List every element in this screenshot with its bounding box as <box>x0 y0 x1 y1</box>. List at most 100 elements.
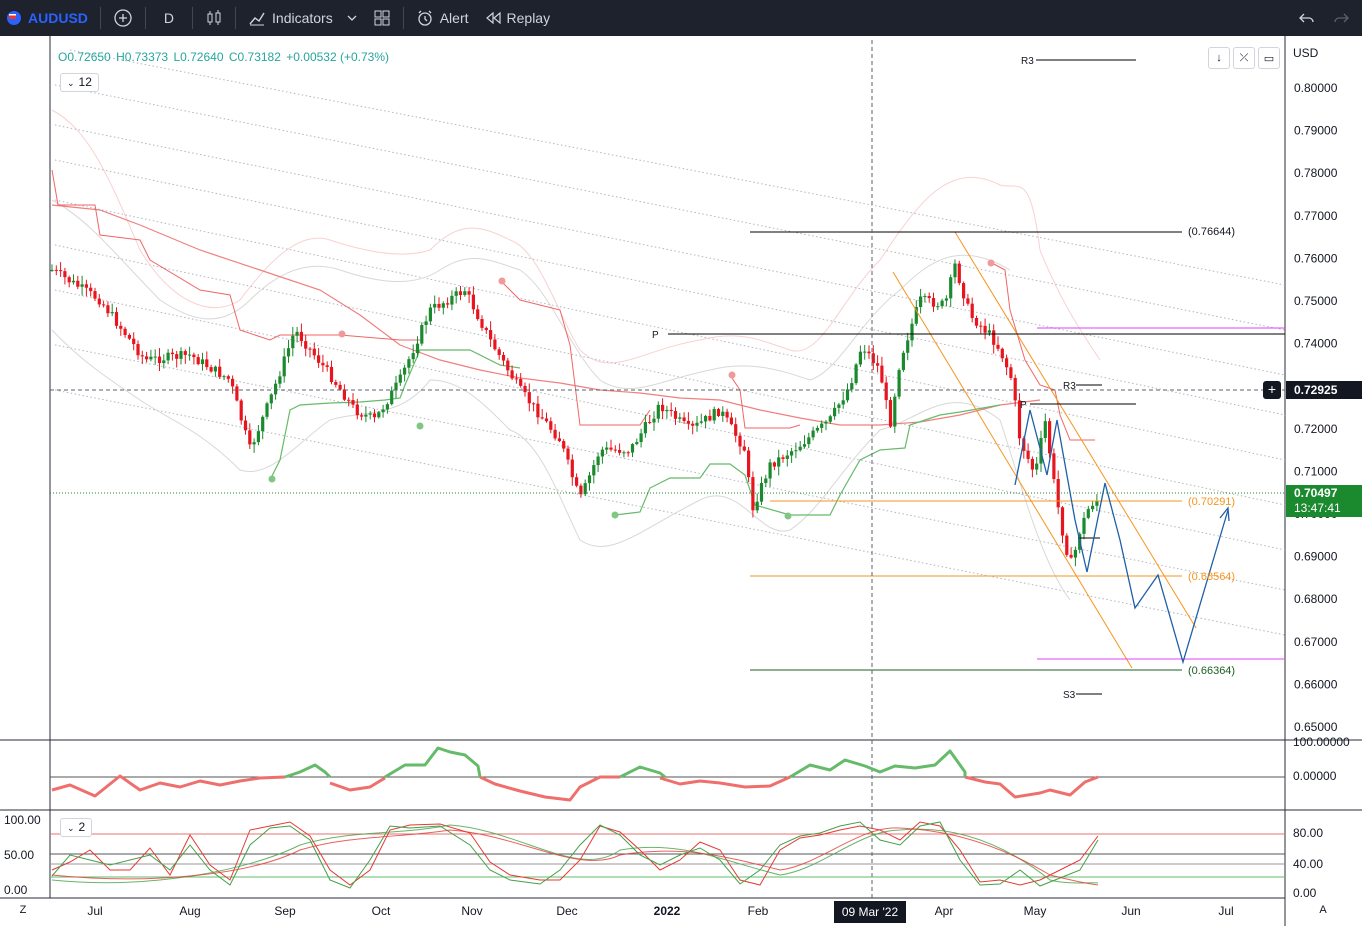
candle-body <box>162 360 166 364</box>
candle-body <box>54 269 58 271</box>
ohlc-legend: O0.72650 H0.73373 L0.72640 C0.73182 +0.0… <box>58 50 391 64</box>
projection-path <box>1014 409 1229 665</box>
candle-body <box>89 287 93 292</box>
replay-button[interactable]: Replay <box>477 0 559 36</box>
candle-body <box>592 465 596 476</box>
time-label: Jul <box>1218 904 1234 918</box>
candle-body <box>1073 549 1077 558</box>
candles-icon <box>205 9 223 27</box>
candle-body <box>833 407 837 417</box>
candle-body <box>901 352 905 371</box>
add-alert-plus-icon[interactable]: + <box>1263 381 1281 399</box>
candle-body <box>325 365 329 367</box>
candle-body <box>437 303 441 308</box>
candle-body <box>536 403 540 418</box>
price-tick: 0.67000 <box>1294 635 1338 649</box>
stoch-slow-red <box>51 827 1099 886</box>
candle-body <box>734 424 738 436</box>
candle-body <box>751 477 755 511</box>
candle-body <box>661 404 665 412</box>
candle-body <box>871 353 875 364</box>
candle-body <box>828 416 832 422</box>
collapse-icon: ⤫ <box>1239 51 1249 64</box>
candle-body <box>609 447 613 450</box>
candle-body <box>123 328 127 335</box>
chevron-down-icon: ⌄ <box>67 78 75 88</box>
indicators-button[interactable]: Indicators <box>240 0 365 36</box>
candle-body <box>59 270 63 272</box>
candle-body <box>626 452 630 454</box>
price-tick: 0.69000 <box>1294 550 1338 564</box>
compare-button[interactable] <box>105 0 141 36</box>
alert-button[interactable]: Alert <box>408 0 477 36</box>
osc-tick-zero: 0.00000 <box>1293 769 1337 783</box>
candle-body <box>777 457 781 467</box>
crosshair-date-tag: 09 Mar '22 <box>834 901 906 923</box>
candle-body <box>566 448 570 460</box>
candle-body <box>282 356 286 377</box>
candle-body <box>587 475 592 484</box>
candle-body <box>390 390 394 405</box>
chart-type-button[interactable] <box>197 0 231 36</box>
indicator-collapse-sub[interactable]: ⌄ 2 <box>60 818 93 837</box>
parabolic-dots <box>268 259 995 520</box>
candle-body <box>643 422 647 434</box>
collapse-pane-button[interactable]: ⤫ <box>1233 47 1255 69</box>
interval-button[interactable]: D <box>163 10 175 26</box>
candle-body <box>334 382 338 385</box>
move-pane-down-button[interactable]: ↓ <box>1208 47 1230 69</box>
candle-body <box>239 400 243 421</box>
candle-body <box>218 366 222 377</box>
candle-body <box>411 353 415 360</box>
pivot-r3-top: R3 <box>1021 56 1034 67</box>
symbol-button[interactable]: AUDUSD <box>0 0 96 36</box>
candle-body <box>867 351 871 354</box>
candle-body <box>140 355 144 357</box>
candle-body <box>876 363 880 366</box>
price-scale[interactable]: 0.80000 0.79000 0.78000 0.77000 0.76000 0.750… <box>1294 81 1338 734</box>
maximize-pane-button[interactable]: ▭ <box>1258 47 1280 69</box>
candle-body <box>351 400 355 405</box>
time-label: Apr <box>934 904 954 918</box>
legend-change: +0.00532 (+0.73%) <box>286 50 389 64</box>
candle-body <box>261 416 265 432</box>
candle-body <box>415 343 420 354</box>
candle-body <box>372 413 377 418</box>
candle-body <box>355 404 359 416</box>
candle-body <box>557 438 561 442</box>
indicator-collapse-main[interactable]: ⌄ 12 <box>60 73 99 92</box>
candle-body <box>841 400 845 405</box>
candle-body <box>1005 358 1009 368</box>
candle-body <box>858 351 862 365</box>
candle-body <box>489 330 493 340</box>
stoch-levels <box>50 833 1285 878</box>
sma-red-line <box>51 204 1041 426</box>
auto-scale-left-button[interactable]: Z <box>19 904 27 916</box>
candle-body <box>243 420 248 431</box>
chevron-down-icon <box>347 13 357 23</box>
price-tick: 0.66000 <box>1294 677 1338 691</box>
candle-body <box>71 280 76 283</box>
chart-canvas[interactable]: (0.76644) (0.70291) (0.68564) (0.66364) … <box>0 36 1362 926</box>
redo-icon <box>1332 11 1350 25</box>
price-tick: 0.74000 <box>1294 337 1338 351</box>
auto-scale-right-button[interactable]: A <box>1319 904 1327 916</box>
undo-button[interactable] <box>1290 0 1324 36</box>
candle-body <box>213 366 217 372</box>
candle-body <box>755 501 759 511</box>
templates-button[interactable] <box>365 0 399 36</box>
candle-body <box>897 370 901 397</box>
candle-body <box>532 403 536 405</box>
time-axis[interactable]: Z Jul Aug Sep Oct Nov Dec 2022 Feb Apr May Jun Jul … <box>0 898 1362 926</box>
candle-body <box>50 269 54 271</box>
candle-body <box>747 450 751 478</box>
candle-body <box>265 403 269 417</box>
price-tick: 0.78000 <box>1294 166 1338 180</box>
alert-label: Alert <box>439 10 469 26</box>
candle-body <box>544 418 549 422</box>
indicator-param-main: 12 <box>78 75 92 89</box>
candle-body <box>458 291 463 296</box>
time-label: Sep <box>274 904 296 918</box>
redo-button[interactable] <box>1324 0 1358 36</box>
candle-body <box>1082 517 1086 534</box>
